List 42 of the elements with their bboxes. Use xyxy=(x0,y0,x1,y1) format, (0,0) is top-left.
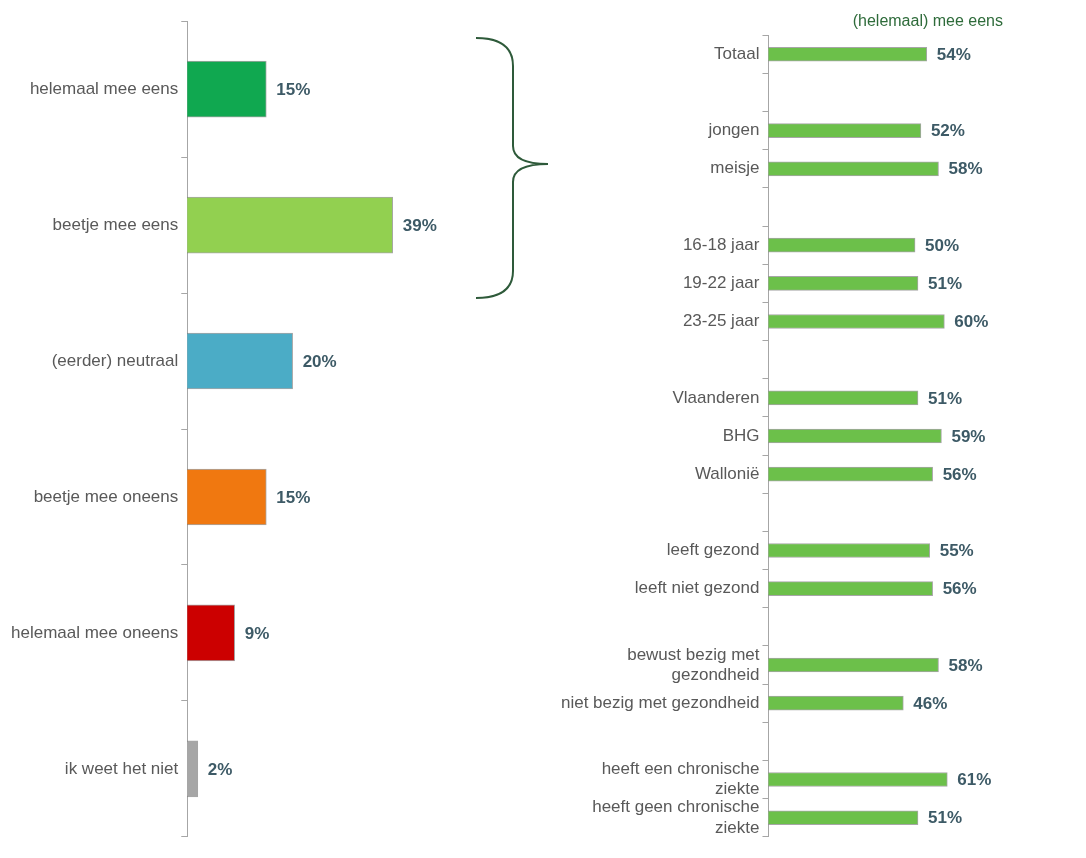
data-label: 55% xyxy=(939,541,974,561)
y-tick-label: ik weet het niet xyxy=(64,758,179,778)
data-label: 15% xyxy=(276,487,311,507)
y-tick-label: helemaal mee eens xyxy=(29,78,179,98)
y-tick-label: Totaal xyxy=(714,43,760,63)
data-label: 2% xyxy=(207,759,233,779)
y-tick-label: beetje mee eens xyxy=(52,214,179,234)
data-label: 60% xyxy=(954,312,989,332)
y-tick-label: 23-25 jaar xyxy=(682,311,760,331)
y-tick-label: jongen xyxy=(707,120,760,140)
y-tick-label: 16-18 jaar xyxy=(682,234,760,254)
data-label: 56% xyxy=(942,579,977,599)
data-label: 20% xyxy=(302,351,337,371)
data-label: 54% xyxy=(936,44,971,64)
y-tick-label: Vlaanderen xyxy=(672,387,760,407)
y-tick-label: (eerder) neutraal xyxy=(51,350,179,370)
data-label: 51% xyxy=(927,388,963,408)
data-label: 61% xyxy=(957,770,992,790)
data-label: 39% xyxy=(402,215,437,235)
data-label: 46% xyxy=(913,693,948,713)
y-tick-label: heeft geen chronische ziekte xyxy=(592,797,760,837)
y-tick-label: Wallonië xyxy=(694,463,760,483)
y-tick-label: helemaal mee oneens xyxy=(11,622,179,642)
data-label: 56% xyxy=(942,464,977,484)
y-tick-label: meisje xyxy=(710,158,760,178)
y-tick-label: beetje mee oneens xyxy=(33,486,179,506)
y-tick-label: niet bezig met gezondheid xyxy=(560,692,760,712)
y-tick-label: 19-22 jaar xyxy=(682,273,760,292)
data-label: 9% xyxy=(244,623,270,643)
data-label: 50% xyxy=(925,235,960,255)
data-label: 15% xyxy=(276,79,311,99)
y-tick-label: BHG xyxy=(722,425,760,445)
data-label: 58% xyxy=(948,159,983,179)
data-label: 52% xyxy=(930,121,965,141)
data-label: 59% xyxy=(951,426,986,446)
data-label: 51% xyxy=(927,274,963,293)
y-tick-label: bewust bezig met gezondheid xyxy=(627,644,760,684)
y-tick-label: leeft gezond xyxy=(666,540,760,560)
data-label: 51% xyxy=(927,808,963,828)
chart-title: (helemaal) mee eens xyxy=(852,12,1003,30)
y-tick-label: leeft niet gezond xyxy=(634,578,760,598)
data-label: 58% xyxy=(948,655,983,675)
